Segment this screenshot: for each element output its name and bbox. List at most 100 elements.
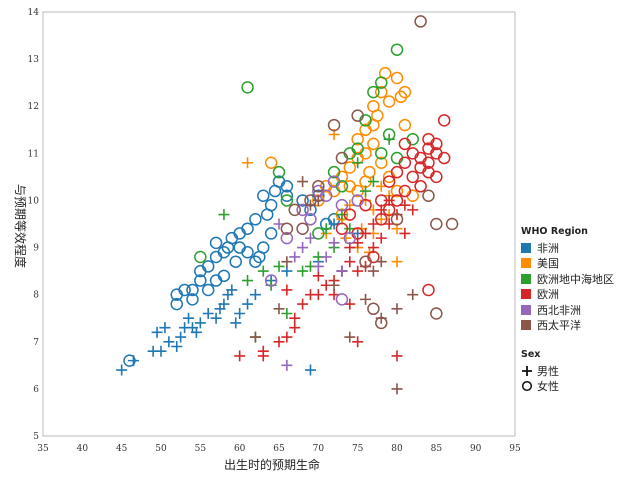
data-point-circle: [241, 246, 254, 259]
y-tick-label: 12: [28, 102, 39, 112]
data-point-plus: [249, 331, 261, 343]
x-tick-label: 80: [391, 444, 403, 454]
data-point-circle: [367, 85, 380, 99]
legend-label: 欧洲: [537, 288, 559, 302]
legend-swatch: [521, 320, 531, 331]
data-point-circle: [201, 283, 215, 297]
data-point-circle: [312, 180, 325, 193]
data-point-circle: [367, 137, 380, 151]
data-point-circle: [201, 260, 215, 273]
data-point-circle: [343, 180, 357, 193]
x-tick-label: 75: [352, 444, 364, 454]
data-point-circle: [264, 227, 278, 240]
data-point-plus: [226, 284, 238, 296]
data-point-circle: [375, 147, 388, 160]
data-point-circle: [327, 175, 341, 188]
data-point-circle: [288, 203, 301, 217]
data-point-plus: [344, 256, 356, 268]
data-point-circle: [398, 85, 412, 99]
data-point-plus: [320, 251, 332, 263]
x-tick-label: 50: [155, 444, 167, 454]
data-point-circle: [304, 194, 317, 207]
data-point-circle: [363, 165, 376, 179]
data-point-circle: [382, 175, 396, 188]
legend-label: 男性: [537, 364, 559, 378]
data-point-circle: [351, 194, 364, 207]
data-point-circle: [257, 189, 270, 202]
data-point-circle: [304, 213, 317, 226]
legend-label: 非洲: [537, 241, 559, 255]
legend-item: 西北非洲: [521, 302, 639, 318]
data-point-plus: [304, 232, 316, 244]
data-point-plus: [183, 312, 195, 324]
data-point-circle: [445, 217, 459, 231]
data-point-plus: [297, 176, 309, 188]
data-point-circle: [390, 194, 404, 207]
data-point-plus: [328, 279, 340, 291]
data-point-circle: [194, 274, 207, 287]
data-point-plus: [242, 298, 254, 310]
data-point-circle: [430, 307, 443, 320]
legend-label: 美国: [537, 257, 559, 271]
data-point-circle: [382, 203, 396, 217]
data-point-plus: [375, 213, 387, 225]
data-point-circle: [335, 151, 349, 165]
data-point-circle: [186, 293, 199, 306]
data-point-plus: [399, 199, 411, 211]
x-tick-label: 60: [234, 444, 246, 454]
x-tick-label: 55: [195, 444, 207, 454]
legend-swatch: [521, 273, 531, 284]
data-point-circle: [343, 231, 357, 245]
x-tick-label: 45: [116, 444, 128, 454]
data-point-plus: [289, 322, 301, 334]
data-point-circle: [194, 250, 207, 264]
data-point-plus: [175, 331, 187, 343]
data-point-plus: [344, 298, 356, 310]
data-point-circle: [209, 236, 223, 250]
y-tick-label: 11: [28, 149, 39, 159]
data-point-plus: [190, 326, 202, 338]
data-point-circle: [414, 180, 427, 193]
data-point-circle: [312, 227, 325, 240]
data-point-plus: [234, 308, 246, 320]
data-point-circle: [382, 128, 396, 141]
data-point-plus: [218, 298, 230, 310]
data-point-circle: [422, 189, 435, 202]
data-point-plus: [407, 204, 419, 216]
legend-swatch: [521, 258, 531, 269]
data-point-plus: [344, 331, 356, 343]
data-point-circle: [253, 250, 266, 264]
data-point-plus: [273, 260, 285, 272]
y-tick-label: 6: [33, 385, 39, 395]
data-point-plus: [297, 265, 309, 277]
x-tick-label: 90: [470, 444, 482, 454]
data-point-plus: [257, 345, 269, 357]
data-point-circle: [375, 316, 388, 330]
data-point-plus: [257, 265, 269, 277]
data-point-circle: [430, 170, 443, 184]
data-point-circle: [280, 194, 294, 207]
data-point-plus: [375, 232, 387, 244]
y-axis-title: 与预期等效程度: [13, 184, 28, 268]
data-point-circle: [398, 156, 412, 170]
data-point-circle: [414, 15, 427, 28]
data-point-plus: [281, 256, 293, 268]
legend-label: 西太平洋: [537, 319, 581, 333]
data-point-plus: [367, 176, 379, 188]
data-point-circle: [398, 184, 412, 198]
data-point-plus: [194, 317, 206, 329]
legend-item: 西太平洋: [521, 318, 639, 334]
data-point-plus: [352, 157, 364, 169]
data-point-plus: [407, 289, 419, 301]
data-point-circle: [280, 231, 294, 245]
data-point-plus: [328, 237, 340, 249]
data-point-circle: [375, 213, 388, 226]
x-tick-label: 70: [313, 444, 325, 454]
data-point-plus: [391, 303, 403, 315]
data-point-circle: [327, 118, 341, 132]
legend-item: 欧洲: [521, 287, 639, 303]
data-point-plus: [171, 340, 183, 352]
y-tick-label: 5: [33, 432, 39, 442]
legend: WHO Region 非洲 美国 欧洲地中海地区 欧洲 西北非洲 西太平洋 Sex 男性女…: [521, 226, 639, 393]
y-tick-label: 14: [28, 8, 40, 18]
